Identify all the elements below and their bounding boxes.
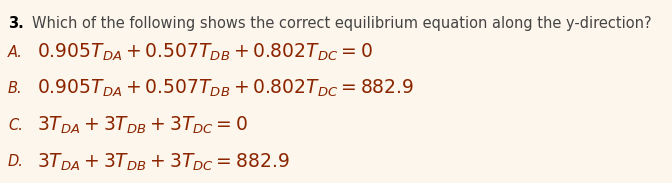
Text: B.: B. (8, 81, 23, 96)
Text: Which of the following shows the correct equilibrium equation along the y-direct: Which of the following shows the correct… (32, 16, 652, 31)
Text: $3T_{DA} + 3T_{DB} + 3T_{DC} = 0$: $3T_{DA} + 3T_{DB} + 3T_{DC} = 0$ (37, 115, 248, 136)
Text: $0.905T_{DA} + 0.507T_{DB} + 0.802T_{DC} = 0$: $0.905T_{DA} + 0.507T_{DB} + 0.802T_{DC}… (37, 42, 373, 63)
Text: 3.: 3. (8, 16, 24, 31)
Text: $0.905T_{DA} + 0.507T_{DB} + 0.802T_{DC} = 882.9$: $0.905T_{DA} + 0.507T_{DB} + 0.802T_{DC}… (37, 78, 414, 99)
Text: C.: C. (8, 118, 23, 133)
Text: $3T_{DA} + 3T_{DB} + 3T_{DC} = 882.9$: $3T_{DA} + 3T_{DB} + 3T_{DC} = 882.9$ (37, 151, 290, 173)
Text: A.: A. (8, 45, 23, 60)
Text: D.: D. (8, 154, 24, 169)
